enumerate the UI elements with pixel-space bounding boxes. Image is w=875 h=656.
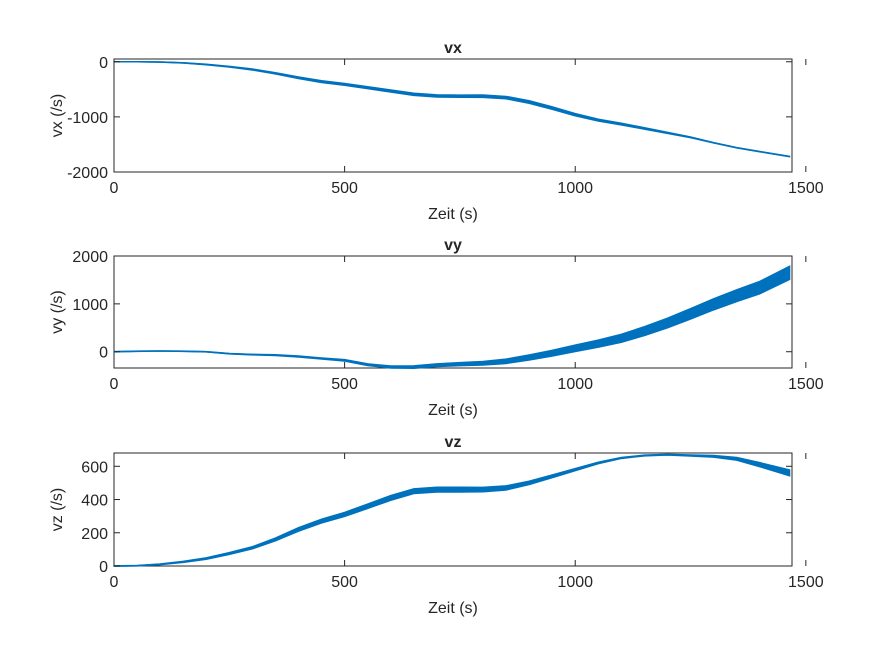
y-tick-label: 600 <box>81 459 108 476</box>
plot-area-vz <box>113 452 793 567</box>
y-tick-label: 0 <box>99 559 108 576</box>
series-line-vz <box>113 453 790 567</box>
x-tick-label: 1000 <box>557 376 593 393</box>
x-tick-label: 0 <box>110 180 119 197</box>
subplot-vy: 0 500 1000 1500 0 1000 2000 vy Zeit (s) vy (/s) <box>49 237 824 419</box>
x-tick-label: 1500 <box>788 574 824 591</box>
x-axis-label: Zeit (s) <box>428 206 478 223</box>
y-tick-label: 1000 <box>72 297 108 314</box>
x-tick-label: 0 <box>110 376 119 393</box>
series-band-vz <box>113 453 791 567</box>
x-axis-label: Zeit (s) <box>428 600 478 617</box>
plot-area-vy <box>113 255 793 369</box>
y-tick-label: -1000 <box>67 110 108 127</box>
y-tick-label: 0 <box>99 345 108 362</box>
x-axis-label: Zeit (s) <box>428 402 478 419</box>
chart-title: vx <box>444 40 462 57</box>
series-band-vx <box>113 60 791 158</box>
y-tick-label: 400 <box>81 493 108 510</box>
y-axis-label: vx (/s) <box>49 94 66 138</box>
x-tick-label: 1000 <box>557 180 593 197</box>
y-tick-label: 0 <box>99 55 108 72</box>
x-tick-label: 1500 <box>788 376 824 393</box>
y-tick-label: 200 <box>81 526 108 543</box>
y-axis-label: vy (/s) <box>49 290 66 334</box>
y-tick-label: -2000 <box>67 165 108 182</box>
x-tick-label: 500 <box>331 180 358 197</box>
subplot-vz: 0 500 1000 1500 0 200 400 600 vz Zeit (s) vz (/s) <box>49 434 824 617</box>
x-tick-label: 500 <box>331 574 358 591</box>
chart-title: vy <box>444 237 462 254</box>
series-line-vy <box>113 272 791 368</box>
subplot-vx: 0 500 1000 1500 -2000 -1000 0 vx Zeit (s) vx (/s) <box>49 40 824 223</box>
chart-title: vz <box>445 434 462 451</box>
x-tick-label: 1000 <box>557 574 593 591</box>
x-tick-label: 1500 <box>788 180 824 197</box>
y-axis-label: vz (/s) <box>49 488 66 532</box>
series-line-vx <box>114 61 790 158</box>
y-tick-label: 2000 <box>72 249 108 266</box>
x-tick-label: 500 <box>331 376 358 393</box>
x-tick-label: 0 <box>110 574 119 591</box>
plot-area-vx <box>113 58 793 173</box>
